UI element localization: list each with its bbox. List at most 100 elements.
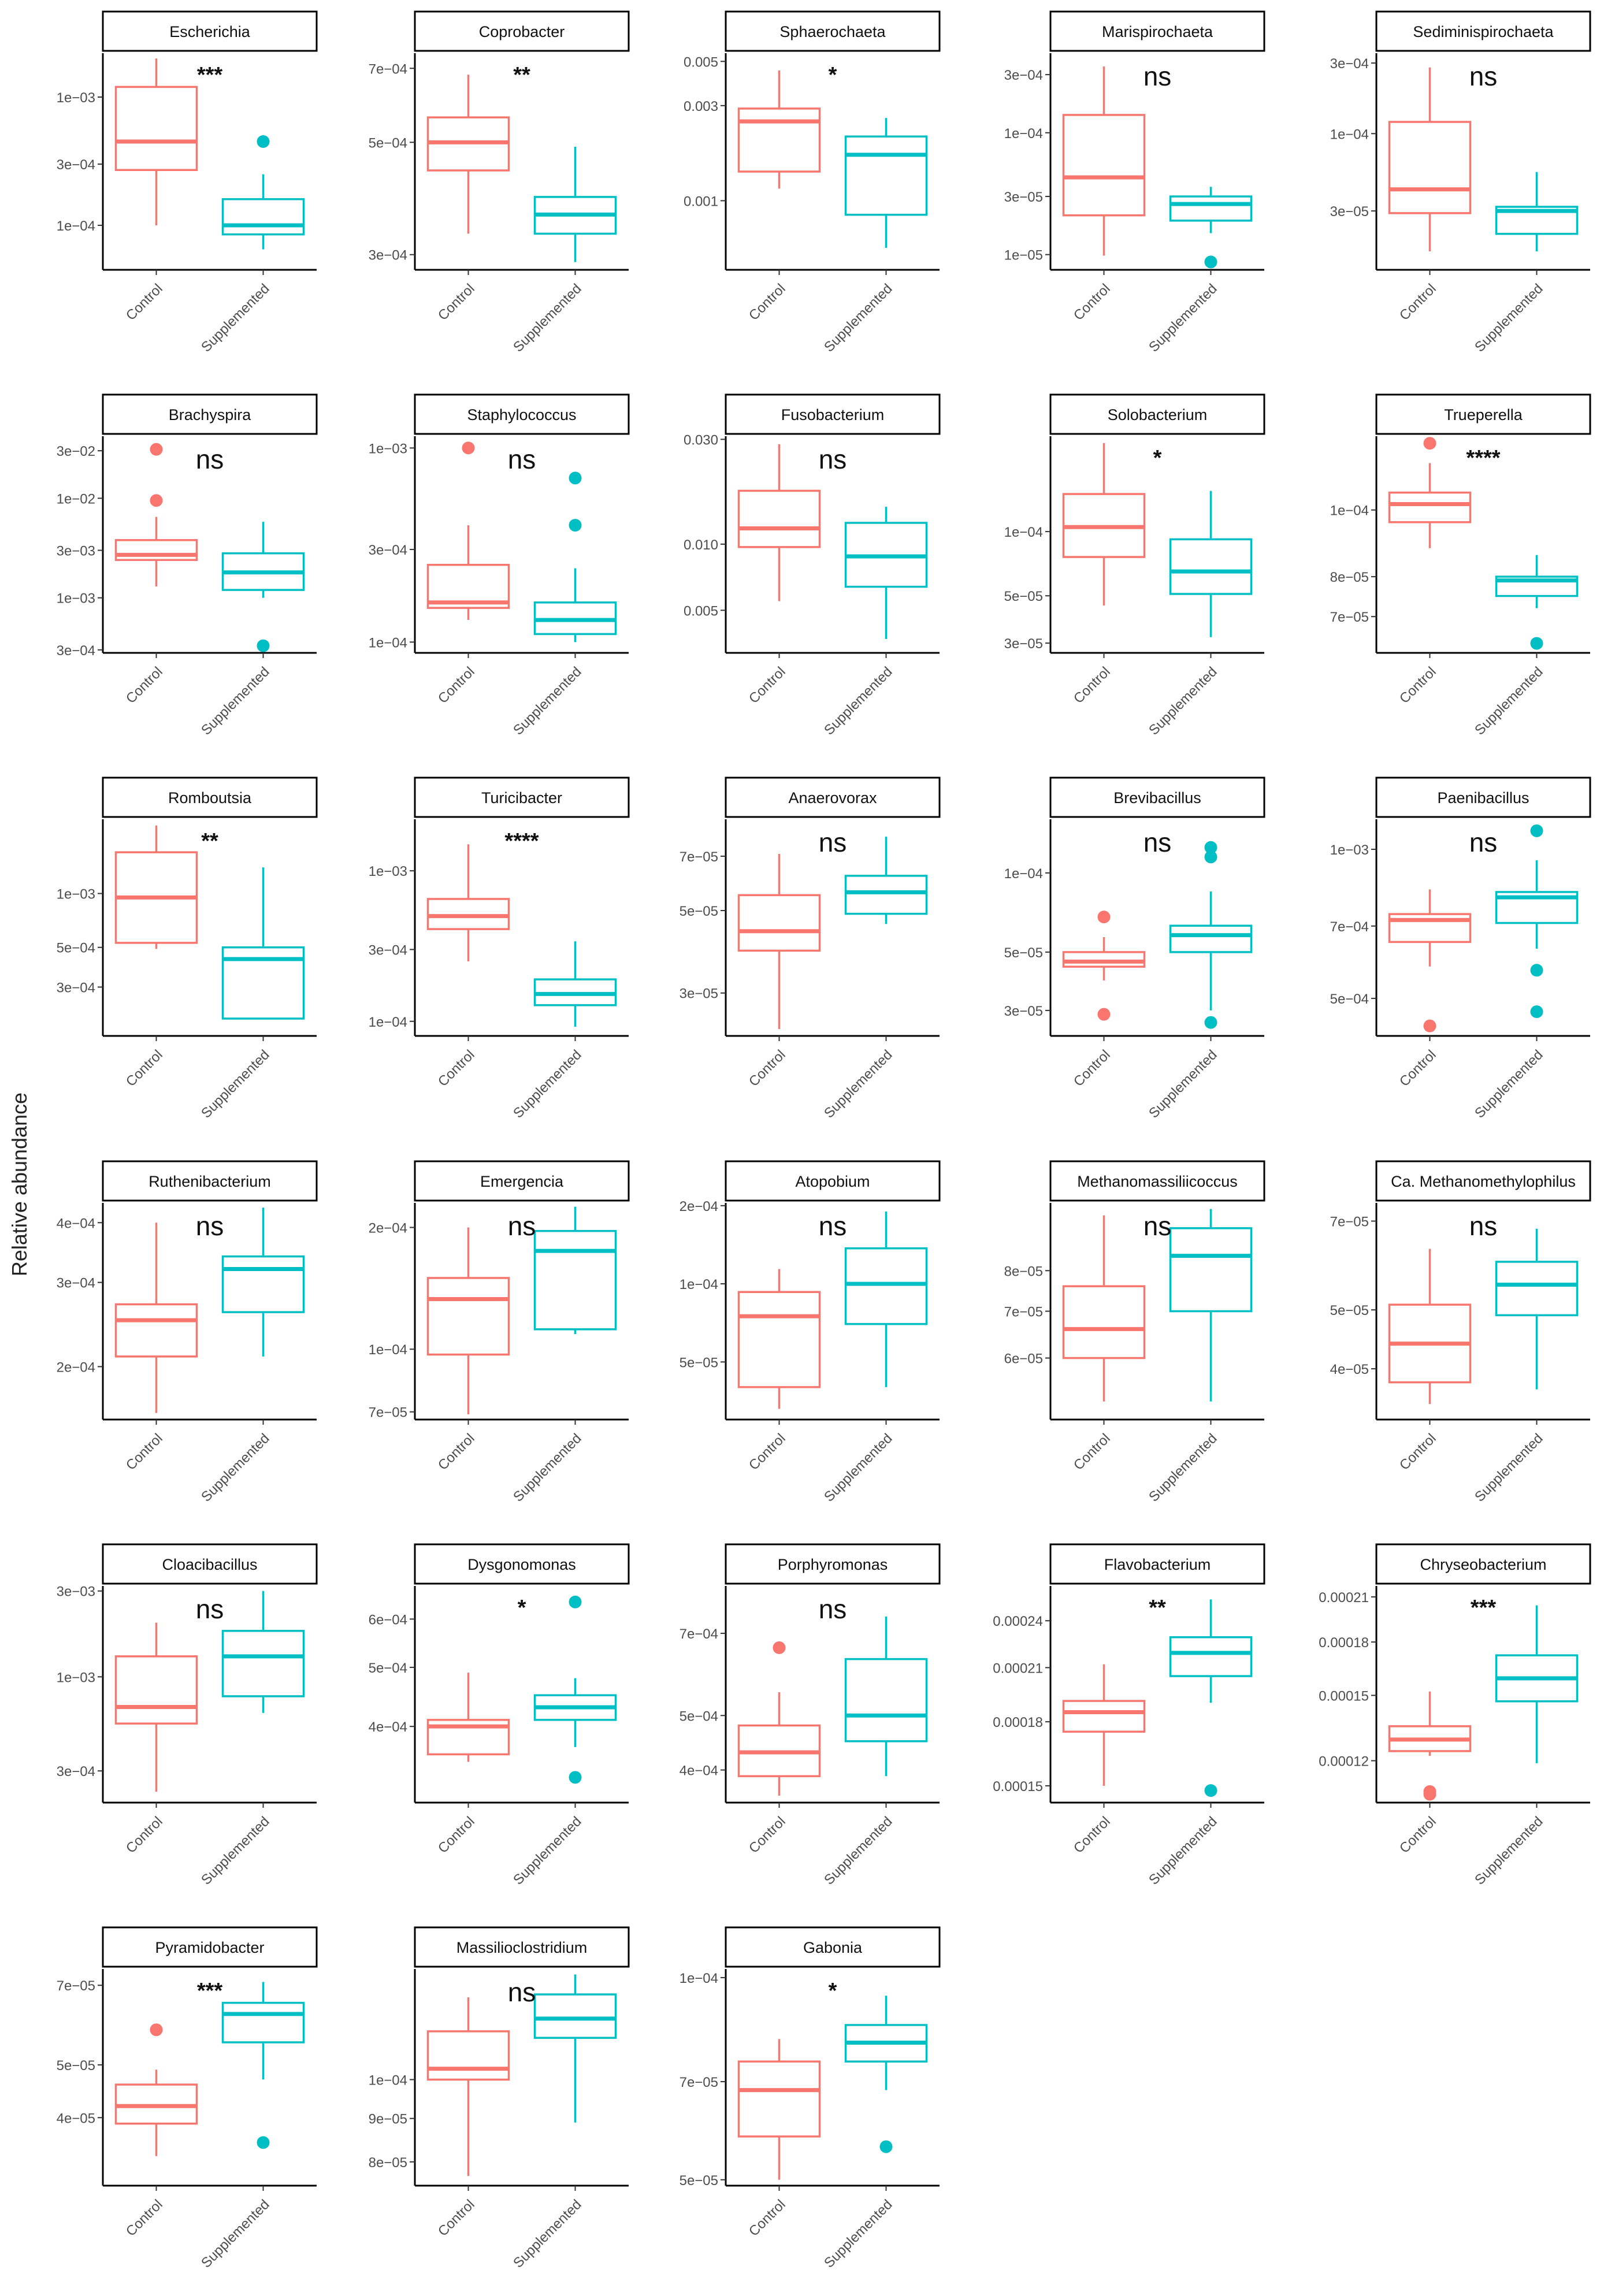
x-tick-label: Control [1071, 281, 1113, 324]
x-tick-label: Control [123, 2197, 166, 2239]
box-control [426, 441, 510, 621]
iqr-box [533, 1993, 617, 2039]
box-supplemented [221, 1208, 305, 1357]
significance-label: **** [504, 829, 539, 853]
outlier-point [569, 471, 582, 485]
y-tick-label: 0.030 [684, 432, 718, 448]
x-tick-label: Control [435, 2197, 478, 2239]
y-tick-label: 6e−04 [369, 1612, 407, 1628]
facet-strip [1049, 1160, 1265, 1202]
box-control [1062, 66, 1146, 256]
facet-panel: Marispirochaeta 1e−05 3e−05 1e−04 3e−04 Contr… [1004, 10, 1265, 355]
box-supplemented [1169, 841, 1253, 1029]
iqr-box [114, 1655, 198, 1725]
facet-strip [1375, 393, 1591, 435]
facet-title: Methanomassiliicoccus [1077, 1173, 1238, 1190]
y-tick-label: 1e−04 [680, 1277, 718, 1292]
facet-panel: Turicibacter 1e−04 3e−04 1e−03 Control Supple… [369, 777, 630, 1121]
box-supplemented [533, 471, 617, 642]
x-tick-label: Supplemented [510, 1431, 585, 1505]
y-tick-label: 3e−04 [57, 980, 95, 995]
y-tick-label: 3e−05 [1004, 190, 1043, 205]
box-control [1388, 1249, 1472, 1405]
y-tick-label: 3e−04 [57, 1276, 95, 1291]
iqr-box [221, 1255, 305, 1313]
box-control [1388, 437, 1472, 548]
x-tick-label: Supplemented [510, 664, 585, 738]
significance-label: ns [1469, 61, 1498, 91]
outlier-point [257, 2136, 270, 2149]
y-tick-label: 1e−04 [1004, 525, 1043, 540]
facet-title: Trueperella [1444, 406, 1523, 423]
x-tick-label: Control [746, 2197, 789, 2239]
y-tick-label: 8e−05 [1004, 1264, 1043, 1279]
iqr-box [1388, 491, 1472, 523]
y-tick-label: 7e−04 [680, 1626, 718, 1642]
x-tick-label: Control [123, 1431, 166, 1473]
facet-strip [414, 393, 630, 435]
iqr-box [1388, 121, 1472, 214]
y-tick-label: 1e−04 [57, 218, 95, 234]
outlier-point [462, 441, 475, 455]
significance-label: ns [819, 827, 847, 857]
x-tick-label: Control [746, 664, 789, 707]
y-tick-label: 0.001 [684, 194, 718, 209]
y-tick-label: 1e−03 [57, 591, 95, 607]
box-control [737, 70, 821, 189]
y-tick-label: 1e−03 [57, 887, 95, 902]
box-supplemented [844, 837, 928, 924]
iqr-box [737, 2060, 821, 2138]
significance-label: ns [508, 1211, 536, 1241]
box-supplemented [844, 507, 928, 640]
box-control [426, 1997, 510, 2176]
y-tick-label: 0.005 [684, 603, 718, 619]
facet-panel: Chryseobacterium 0.00012 0.00015 0.00018 0.0… [1319, 1543, 1591, 1888]
x-tick-label: Control [1397, 1047, 1439, 1090]
facet-panel: Ruthenibacterium 2e−04 3e−04 4e−04 Control Su… [57, 1160, 318, 1505]
y-tick-label: 1e−04 [680, 1971, 718, 1986]
facet-title: Gabonia [803, 1939, 863, 1956]
outlier-point [879, 2140, 893, 2153]
facet-title: Sediminispirochaeta [1413, 23, 1554, 40]
y-tick-label: 3e−05 [680, 986, 718, 1002]
x-tick-label: Supplemented [198, 1814, 273, 1888]
facet-title: Coprobacter [479, 23, 565, 40]
outlier-point [1530, 1005, 1543, 1019]
x-tick-label: Supplemented [1146, 664, 1220, 738]
y-tick-label: 7e−04 [369, 61, 407, 77]
significance-label: * [829, 1979, 837, 2003]
iqr-box [533, 1229, 617, 1331]
y-tick-label: 0.00021 [993, 1660, 1043, 1676]
outlier-point [569, 519, 582, 532]
iqr-box [1169, 195, 1253, 222]
box-supplemented [1169, 187, 1253, 269]
y-tick-label: 1e−02 [57, 491, 95, 507]
iqr-box [1062, 951, 1146, 968]
significance-label: ns [1144, 827, 1172, 857]
box-control [737, 1641, 821, 1796]
y-tick-label: 0.00012 [1319, 1753, 1369, 1769]
facet-panel: Porphyromonas 4e−04 5e−04 7e−04 Control Suppl… [680, 1543, 941, 1888]
box-supplemented [844, 1996, 928, 2153]
x-tick-label: Control [746, 1047, 789, 1090]
y-tick-label: 0.005 [684, 54, 718, 70]
iqr-box [737, 489, 821, 548]
y-tick-label: 7e−05 [1004, 1305, 1043, 1320]
y-tick-label: 1e−04 [369, 635, 407, 651]
facet-strip [414, 1926, 630, 1968]
y-tick-label: 7e−05 [1330, 1214, 1369, 1230]
box-supplemented [221, 1982, 305, 2149]
box-control [737, 1269, 821, 1409]
box-supplemented [533, 1974, 617, 2123]
x-tick-label: Control [123, 1814, 166, 1856]
facet-panel: Fusobacterium 0.005 0.010 0.030 Control Suppl… [684, 393, 941, 738]
y-tick-label: 3e−03 [57, 544, 95, 559]
facet-title: Ruthenibacterium [148, 1173, 271, 1190]
significance-label: ns [196, 1594, 224, 1624]
facet-strip [725, 10, 941, 52]
box-control [1388, 67, 1472, 252]
facet-panel: Atopobium 5e−05 1e−04 2e−04 Control Supplemen… [680, 1160, 941, 1505]
y-tick-label: 4e−04 [369, 1719, 407, 1735]
significance-label: * [829, 63, 837, 87]
box-supplemented [221, 1591, 305, 1713]
